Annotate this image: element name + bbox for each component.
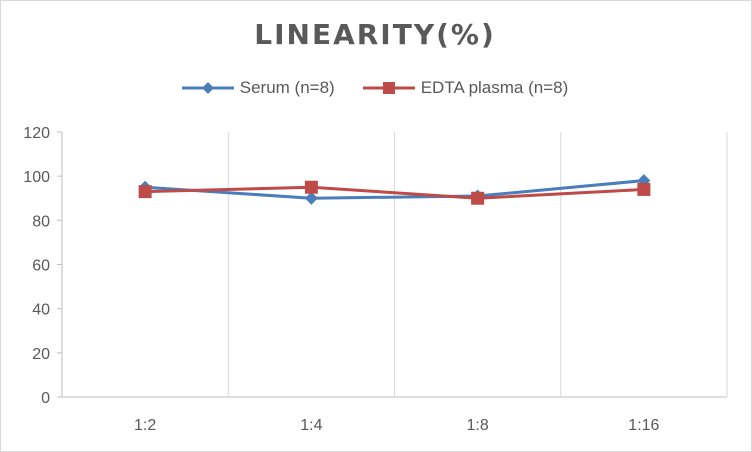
x-tick-label: 1:2 bbox=[134, 417, 156, 434]
y-tick-label: 60 bbox=[32, 258, 50, 275]
legend-label-serum: Serum (n=8) bbox=[239, 78, 335, 97]
chart-title: LINEARITY(%) bbox=[254, 18, 496, 51]
data-point-edta-plasma bbox=[471, 191, 485, 205]
y-tick-label: 20 bbox=[32, 346, 50, 363]
data-point-serum bbox=[304, 191, 318, 205]
legend-entry-edta-plasma: EDTA plasma (n=8) bbox=[362, 78, 569, 98]
y-tick-label: 80 bbox=[32, 213, 50, 230]
data-point-edta-plasma bbox=[304, 180, 318, 194]
legend-label-edta-plasma: EDTA plasma (n=8) bbox=[420, 78, 569, 97]
x-tick-label: 1:4 bbox=[300, 417, 322, 434]
legend-swatch-serum bbox=[181, 82, 234, 94]
series-line-edta-plasma bbox=[145, 185, 644, 200]
x-tick-label: 1:8 bbox=[467, 417, 489, 434]
legend-entry-serum: Serum (n=8) bbox=[181, 78, 335, 98]
legend-swatch-edta-plasma bbox=[362, 82, 415, 94]
x-tick-label: 1:16 bbox=[628, 417, 659, 434]
y-tick-label: 0 bbox=[41, 390, 50, 407]
legend: Serum (n=8) EDTA plasma (n=8) bbox=[0, 78, 750, 98]
y-tick-label: 40 bbox=[32, 302, 50, 319]
data-point-edta-plasma bbox=[637, 182, 651, 196]
y-tick-label: 120 bbox=[23, 125, 50, 142]
y-tick-label: 100 bbox=[23, 169, 50, 186]
series-line-serum bbox=[145, 179, 645, 200]
data-point-edta-plasma bbox=[138, 185, 152, 199]
